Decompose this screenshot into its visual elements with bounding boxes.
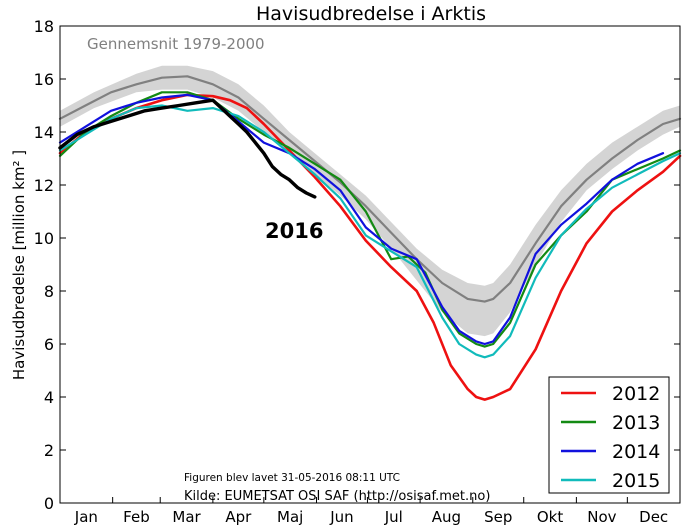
series-line-gennemsnit-1979-2000 <box>58 75 682 303</box>
x-tick-label-nov: Nov <box>587 508 616 526</box>
x-tick-label-mar: Mar <box>172 508 201 526</box>
x-tick-label-sep: Sep <box>484 508 512 526</box>
series-line-2014 <box>58 93 665 346</box>
legend-label-2013: 2013 <box>612 412 660 434</box>
y-axis-label: Havisudbredelse [million km² ] <box>10 150 28 380</box>
y-tick-label: 18 <box>34 17 54 36</box>
figure-created-note: Figuren blev lavet 31-05-2016 08:11 UTC <box>184 472 400 484</box>
legend-box <box>548 376 670 494</box>
y-tick-label: 8 <box>44 282 54 301</box>
legend-label-2015: 2015 <box>612 470 660 492</box>
series-line-2015 <box>58 104 682 359</box>
x-tick-label-aug: Aug <box>432 508 461 526</box>
x-tick-label-apr: Apr <box>225 508 252 526</box>
legend: 2012 2013 2014 2015 <box>548 376 670 494</box>
series-line-2012 <box>58 93 682 401</box>
average-range-band-layer <box>60 65 680 337</box>
chart-title: Havisudbredelse i Arktis <box>256 3 486 25</box>
y-axis: 0 2 4 6 8 10 12 14 16 18 <box>34 17 680 513</box>
series-line-2013 <box>58 91 682 348</box>
source-note: Kilde: EUMETSAT OSI SAF (http://osisaf.m… <box>184 489 490 504</box>
y-tick-label: 0 <box>44 494 54 513</box>
legend-label-2012: 2012 <box>612 383 660 405</box>
y-tick-label: 16 <box>34 70 54 89</box>
y-tick-label: 14 <box>34 123 54 142</box>
year-2016-label: 2016 <box>265 219 323 243</box>
average-range-band <box>60 65 680 337</box>
y-tick-label: 4 <box>44 388 54 407</box>
x-axis: Jan Feb Mar Apr Maj Jun Jul Aug Sep Okt Nov Dec <box>59 497 681 526</box>
average-band-label: Gennemsnit 1979-2000 <box>87 35 265 53</box>
legend-items: 2012 2013 2014 2015 <box>561 383 660 492</box>
y-tick-label: 10 <box>34 229 54 248</box>
legend-label-2014: 2014 <box>612 441 660 463</box>
y-tick-label: 12 <box>34 176 54 195</box>
plot-frame <box>59 25 681 504</box>
x-tick-label-jan: Jan <box>74 508 98 526</box>
x-tick-label-maj: Maj <box>277 508 303 526</box>
series-layer <box>58 75 682 401</box>
x-tick-label-jun: Jun <box>329 508 353 526</box>
y-tick-label: 6 <box>44 335 54 354</box>
x-tick-label-jul: Jul <box>384 508 403 526</box>
series-line-2016 <box>58 98 317 199</box>
y-tick-label: 2 <box>44 441 54 460</box>
x-tick-label-feb: Feb <box>123 508 150 526</box>
x-tick-label-dec: Dec <box>639 508 668 526</box>
x-tick-label-okt: Okt <box>537 508 563 526</box>
